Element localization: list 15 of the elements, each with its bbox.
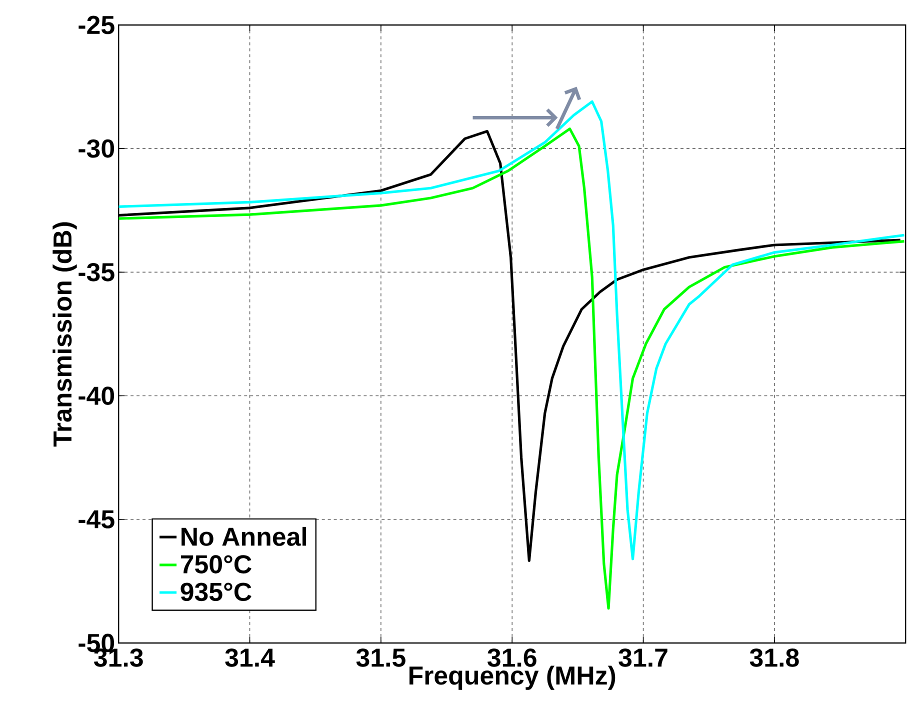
x-tick-label: 31.5 <box>356 648 406 667</box>
y-tick-label: -30 <box>78 139 114 158</box>
x-axis-title: Frequency (MHz) <box>410 666 616 690</box>
x-tick-label: 31.7 <box>618 648 668 667</box>
legend-label: 750°C <box>180 555 252 574</box>
x-tick-label: 31.8 <box>750 648 799 667</box>
y-tick-label: -35 <box>78 262 114 282</box>
y-tick-label: -40 <box>78 386 114 405</box>
y-tick-label: -45 <box>78 510 114 528</box>
legend-label: No Anneal <box>182 526 306 546</box>
x-tick-label: 31.6 <box>487 648 536 667</box>
legend-label: 935°C <box>180 582 252 602</box>
x-tick-label: 31.4 <box>225 648 275 667</box>
y-axis-title: Transmission (dB) <box>52 222 77 447</box>
y-tick-label: -25 <box>78 16 114 34</box>
